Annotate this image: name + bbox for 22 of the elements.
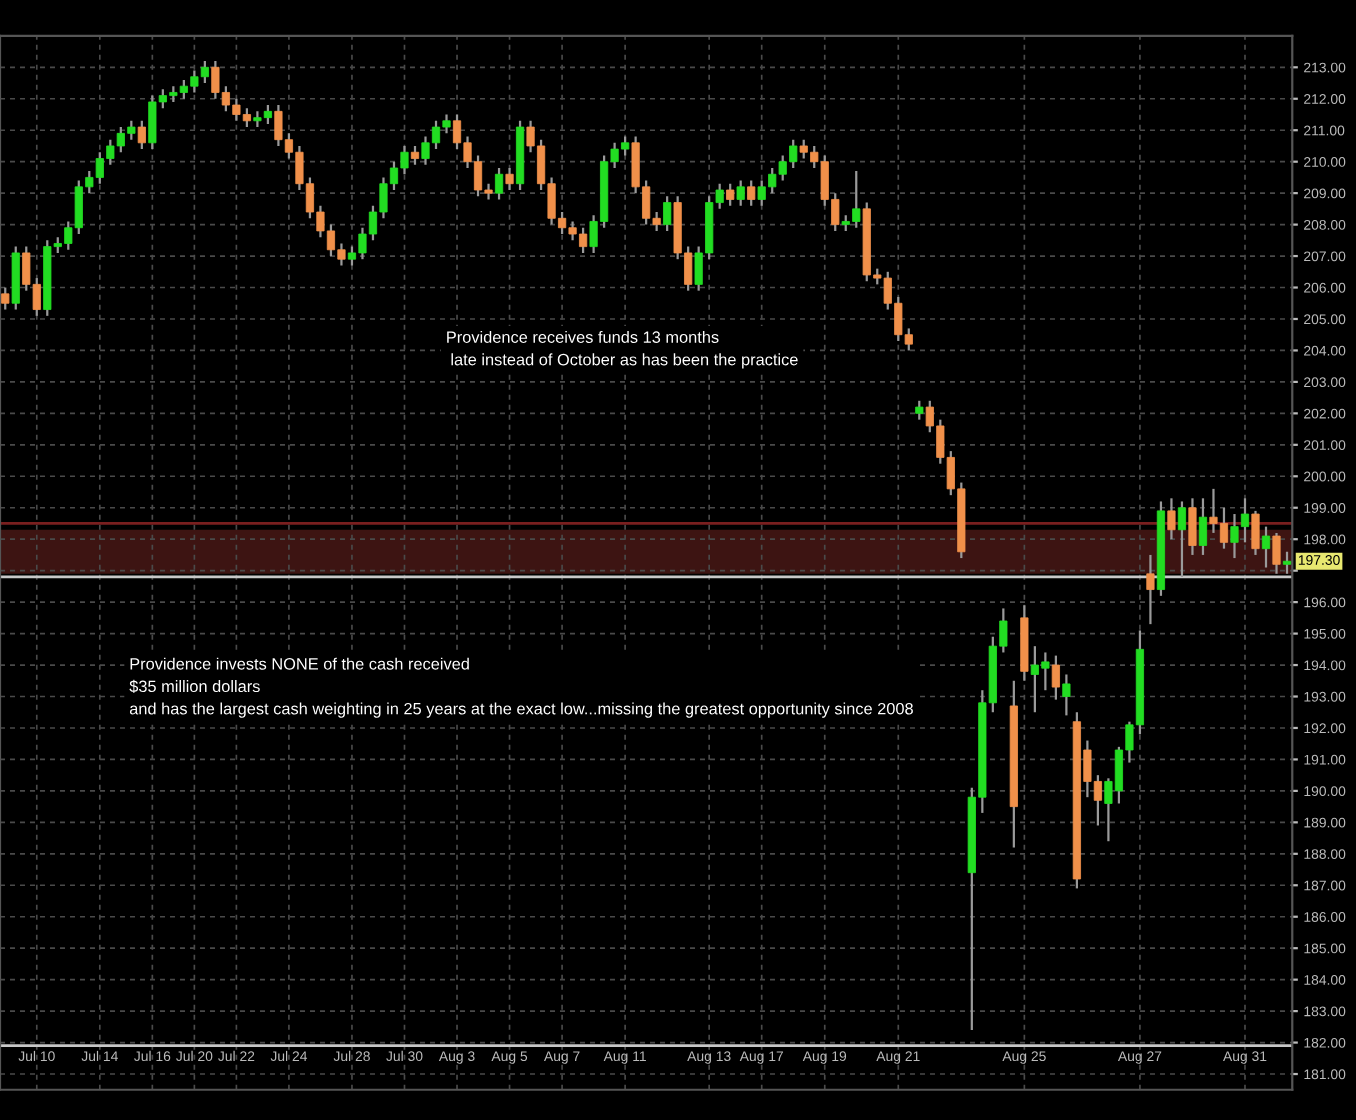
candlestick [1062,673,1071,717]
candlestick [1051,654,1060,701]
candlestick [663,195,672,232]
candlestick [1188,497,1197,557]
candlestick [1167,497,1176,541]
annotation: Providence invests NONE of the cash received $35 million dollars and has the largest cash weighting in 25 years at the exact low...missing the greatest opportunity since 2008 [129,657,913,718]
candlestick [1,286,10,311]
candlestick [494,166,504,201]
candlestick [1198,497,1208,557]
candlestick [505,166,514,192]
candlestick [1272,531,1281,575]
candlestick [726,182,735,207]
annotation: Providence receives funds 13 months late instead of October as has been the practice [447,330,798,369]
candlestick [1177,500,1187,579]
candlestick [1251,509,1260,557]
candlestick [747,179,756,207]
candlestick [137,119,146,151]
candlestick [1146,553,1155,626]
candlestick [1261,525,1271,569]
candlestick [410,144,420,166]
candlestick [736,179,745,207]
candlestick [915,399,924,421]
